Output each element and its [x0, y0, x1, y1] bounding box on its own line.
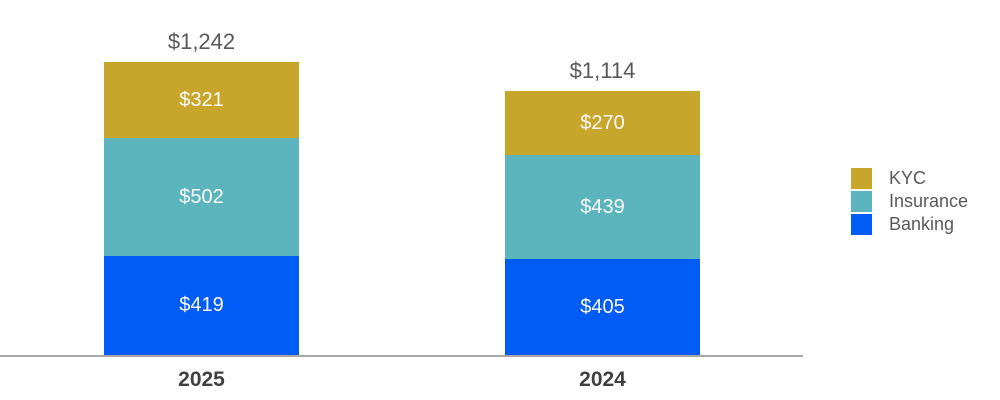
legend: KYC Insurance Banking [851, 168, 968, 235]
segment-banking: $405 [505, 259, 700, 355]
segment-value-label: $502 [179, 185, 224, 208]
bar-stack: $270 $439 $405 [505, 91, 700, 355]
x-axis-line [0, 355, 803, 357]
segment-banking: $419 [104, 256, 299, 355]
legend-label: Insurance [889, 191, 969, 211]
legend-swatch-banking-icon [851, 214, 872, 235]
total-label: $1,242 [167, 29, 236, 54]
total-label: $1,114 [569, 58, 636, 83]
segment-value-label: $270 [580, 111, 625, 134]
category-label-2024: 2024 [579, 368, 626, 391]
segment-value-label: $321 [179, 88, 224, 111]
segment-insurance: $439 [505, 155, 700, 259]
segment-value-label: $439 [580, 195, 625, 218]
legend-swatch-kyc-icon [851, 168, 872, 189]
legend-swatch-insurance-icon [851, 191, 872, 212]
legend-label: Banking [889, 214, 955, 234]
bar-stack: $321 $502 $419 [104, 62, 299, 355]
category-label-2025: 2025 [178, 368, 225, 391]
segment-value-label: $419 [179, 294, 224, 316]
legend-entry-kyc: KYC [851, 168, 968, 189]
segment-insurance: $502 [104, 138, 299, 256]
segment-kyc: $270 [505, 91, 700, 155]
segment-value-label: $405 [580, 295, 625, 318]
legend-entry-insurance: Insurance [851, 191, 968, 212]
bar-group-2025: $321 $502 $419 $1,242 [104, 0, 299, 355]
legend-label: KYC [889, 168, 927, 188]
segment-kyc: $321 [104, 62, 299, 138]
legend-entry-banking: Banking [851, 214, 968, 235]
bar-group-2024: $270 $439 $405 $1,114 [505, 0, 700, 355]
